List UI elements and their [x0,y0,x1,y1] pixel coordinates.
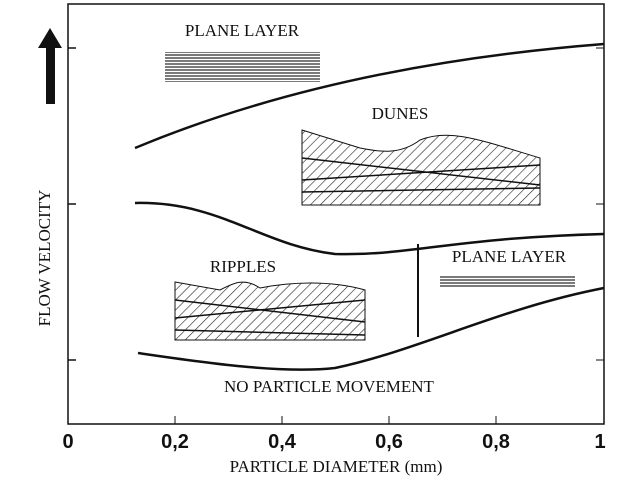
frame [67,3,605,425]
region-label: NO PARTICLE MOVEMENT [224,377,435,396]
x-tick-label: 0,6 [375,431,403,453]
x-tick-label: 0,2 [161,431,189,453]
region-label: DUNES [372,104,429,123]
region-label: PLANE LAYER [185,21,300,40]
x-tick-label: 0 [62,431,73,453]
x-tick-label: 0,8 [482,431,510,453]
x-tick-label: 0,4 [268,431,297,453]
y-axis-title: FLOW VELOCITY [35,190,54,327]
region-label: PLANE LAYER [452,247,567,266]
hatches [165,52,575,341]
arrow [38,28,62,104]
x-tick-label: 1 [594,431,605,453]
region-label: RIPPLES [210,257,276,276]
x-axis-title: PARTICLE DIAMETER (mm) [230,457,443,476]
boundaries [134,42,605,371]
